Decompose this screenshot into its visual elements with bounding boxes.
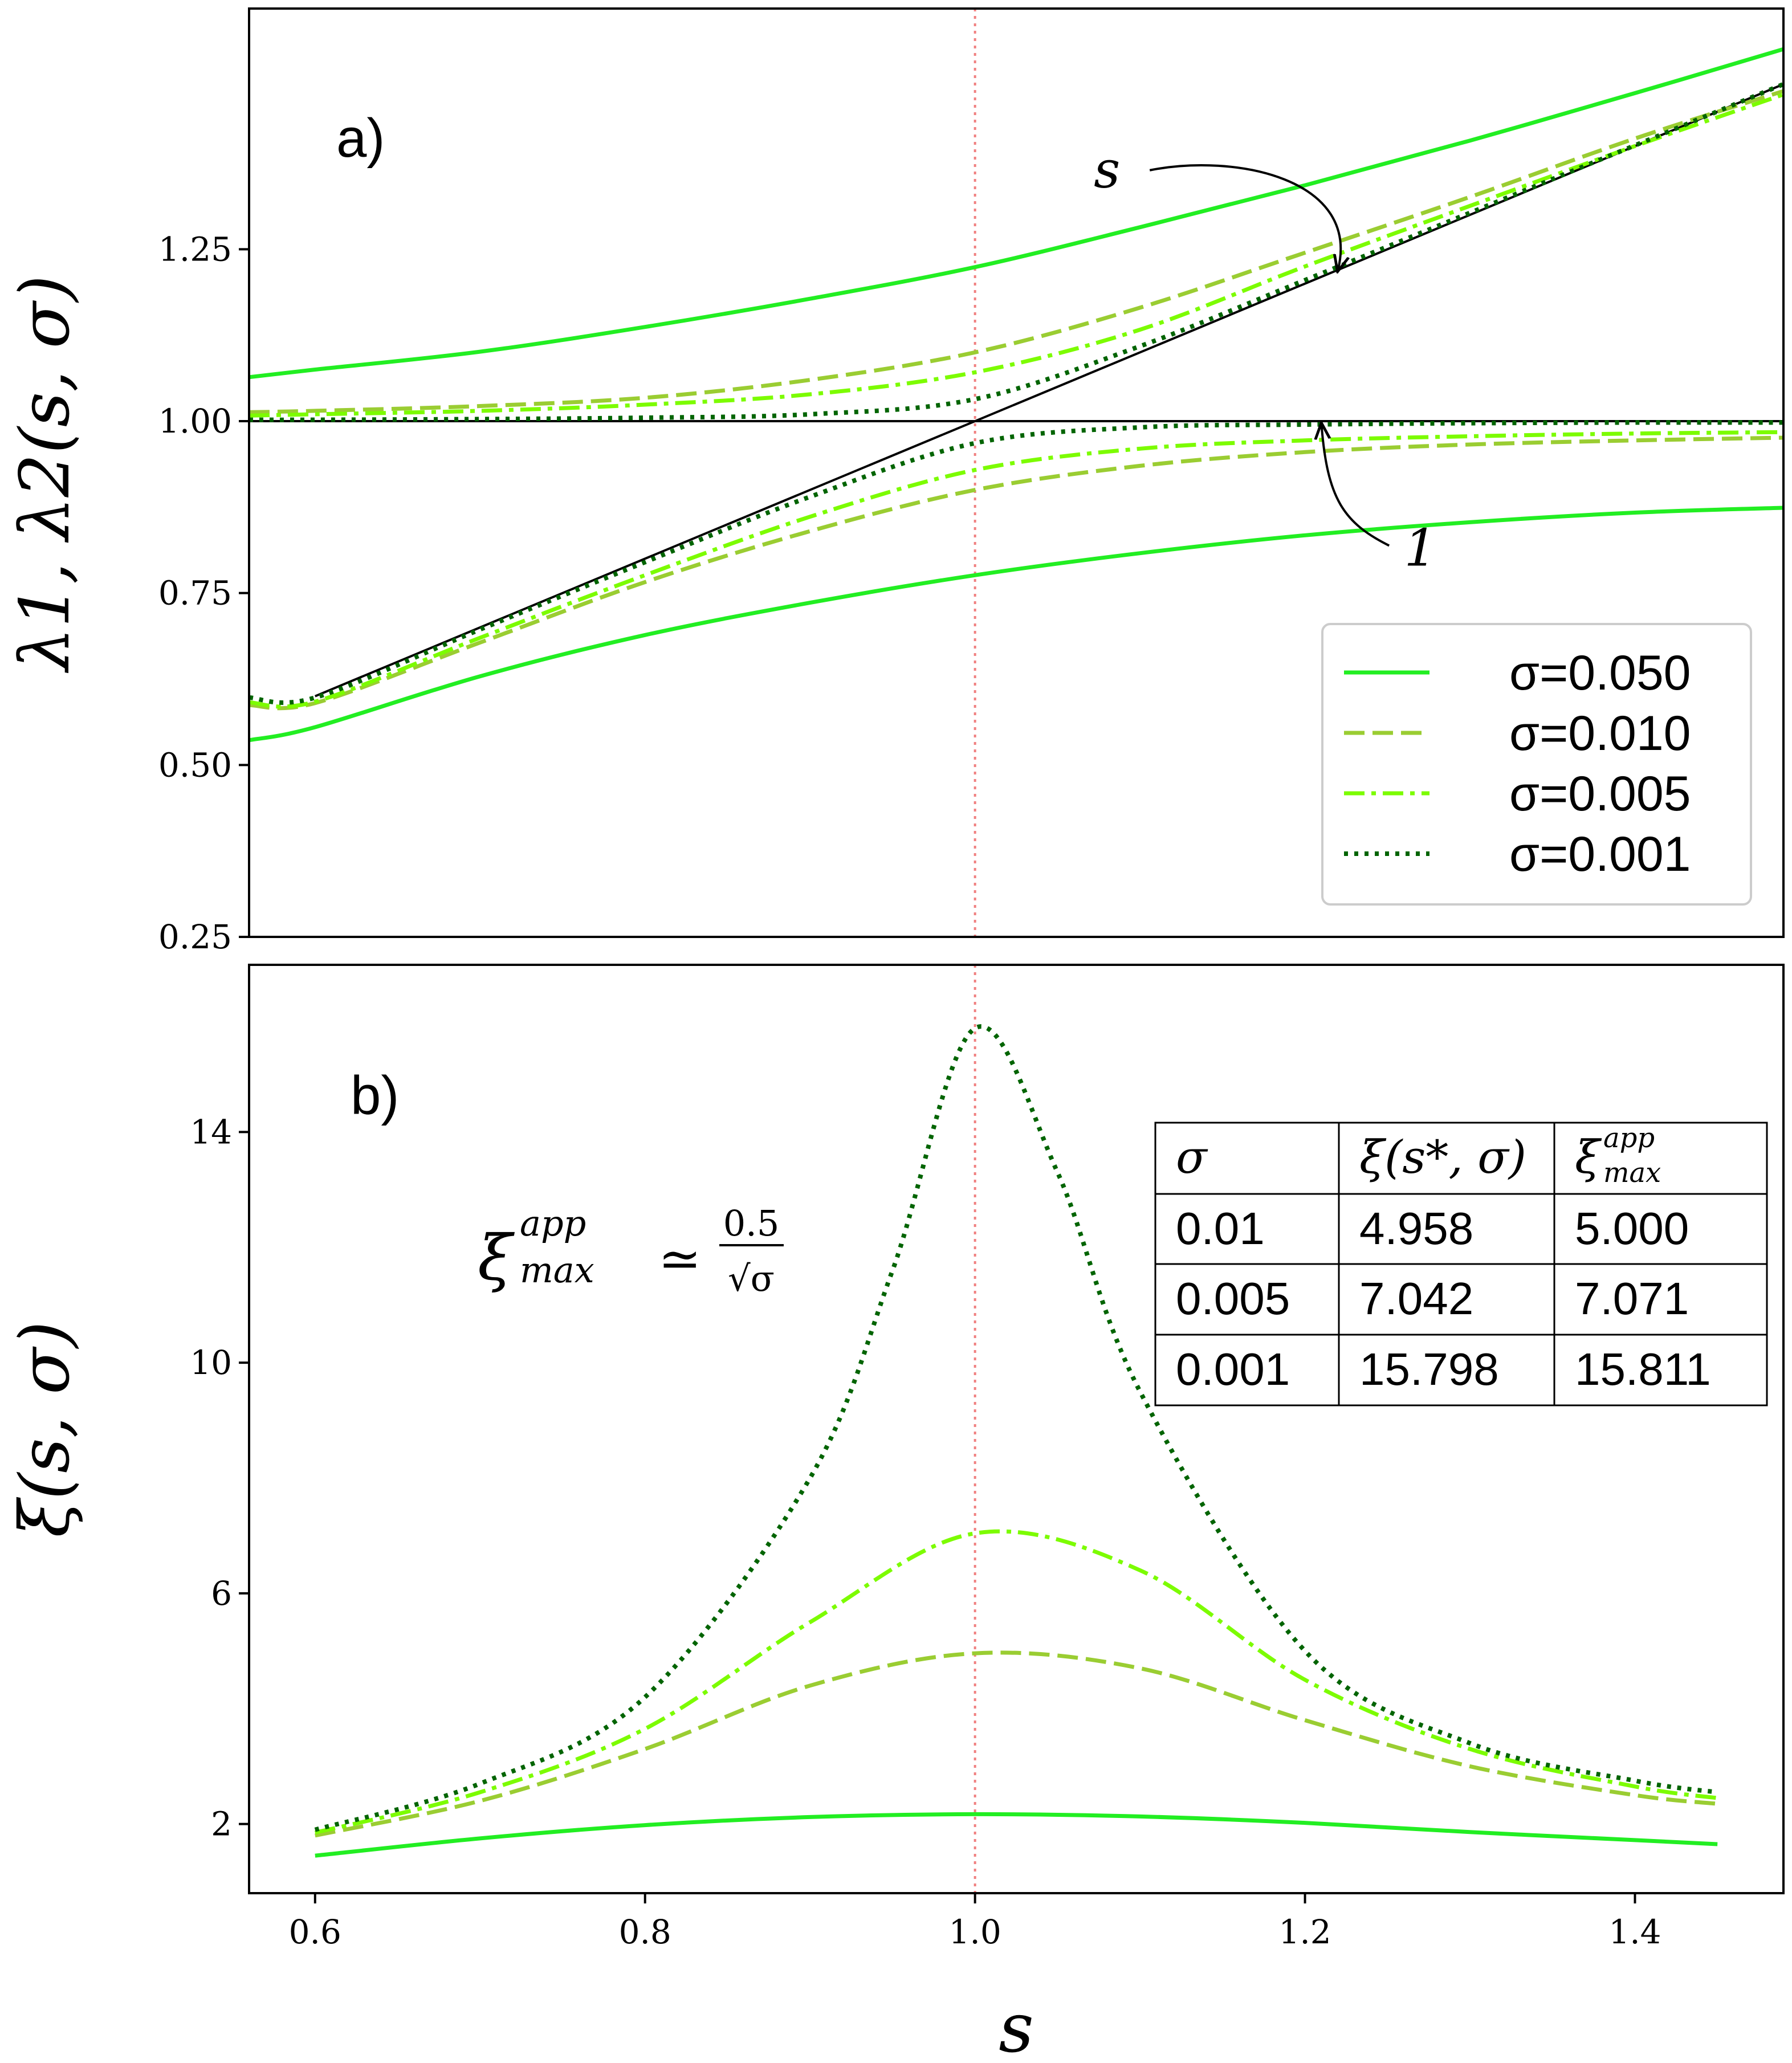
panel-a-ytick-label: 0.50: [158, 745, 232, 784]
panel-a-yticks: 0.25 0.50 0.75 1.00 1.25: [158, 230, 249, 956]
annotation-arrow: [1322, 425, 1390, 547]
a-series-sigma-0050-upper: [249, 47, 1784, 380]
table-cell: 0.001: [1176, 1344, 1290, 1395]
table-cell: 7.071: [1575, 1273, 1689, 1324]
panel-a-label: a): [336, 108, 385, 169]
panel-b-label: b): [351, 1065, 399, 1126]
table-header-cell: σ: [1176, 1131, 1208, 1184]
table-header-cell: ξ(s*, σ): [1359, 1131, 1526, 1184]
b-series-sigma-0010: [315, 1650, 1718, 1838]
table-cell: 15.798: [1359, 1344, 1499, 1395]
formula-superscript: app: [520, 1202, 586, 1244]
a-series-sigma-0005-lower: [249, 430, 1784, 709]
panel-a-ytick-label: 0.75: [158, 574, 232, 613]
a-series-sigma-0001-upper: [249, 82, 1785, 422]
legend: σ=0.050 σ=0.010 σ=0.005 σ=0.001: [1321, 623, 1752, 906]
table-cell: 0.005: [1176, 1273, 1290, 1324]
formula-relation: ≃: [658, 1229, 701, 1289]
legend-entry-label: σ=0.001: [1509, 827, 1691, 882]
panel-b-ylabel: ξ(s, σ): [6, 1321, 85, 1538]
formula-numerator: 0.5: [723, 1202, 780, 1244]
table-cell: 7.042: [1359, 1273, 1473, 1324]
a-series-sigma-0010-lower: [249, 435, 1784, 711]
a-series-sigma-0050-lower: [249, 505, 1784, 743]
panel-a-ytick-label: 0.25: [158, 918, 232, 956]
panel-b-ytick-label: 2: [211, 1805, 232, 1844]
annotation-arrow: [1149, 164, 1341, 270]
table-cell: 15.811: [1575, 1344, 1711, 1395]
formula-denominator: √σ: [728, 1258, 775, 1299]
x-tick-label: 1.0: [949, 1913, 1001, 1951]
panel-b-lines: [314, 965, 1718, 1893]
table-cell: 4.958: [1359, 1203, 1473, 1254]
formula-xi: ξ: [478, 1221, 515, 1294]
table-cell: 0.01: [1176, 1203, 1265, 1254]
formula-annotation: ξ app max ≃ 0.5 √σ: [478, 1202, 784, 1299]
table-header-subscript: max: [1603, 1157, 1661, 1189]
x-tick-label: 1.4: [1608, 1913, 1661, 1951]
reference-line-diagonal: [315, 83, 1784, 698]
panel-a-lines: [249, 9, 1785, 937]
legend-entry-label: σ=0.010: [1509, 706, 1691, 761]
legend-frame: [1321, 623, 1752, 906]
panel-b-ytick-label: 10: [190, 1343, 232, 1382]
panel-a-chart: 0.250.500.751.001.25 a) λ1, λ2(s, σ) s1 …: [6, 7, 1785, 956]
panel-b-ytick-label: 14: [190, 1112, 232, 1151]
legend-entry-label: σ=0.050: [1509, 646, 1691, 700]
legend-entry-label: σ=0.005: [1509, 767, 1691, 821]
table-header-superscript: app: [1603, 1122, 1655, 1154]
x-tick-label: 0.6: [289, 1913, 341, 1951]
table-cell: 5.000: [1575, 1203, 1689, 1254]
a-series-sigma-0010-upper: [249, 89, 1785, 414]
panel-b-xticks: 0.6 0.8 1.0 1.2 1.4: [289, 1893, 1661, 1951]
panel-a-ytick-label: 1.00: [158, 402, 232, 441]
x-axis-label: s: [999, 1989, 1034, 2063]
b-series-sigma-0050: [315, 1812, 1718, 1858]
annotation-s: s: [1094, 140, 1120, 200]
formula-subscript: max: [520, 1249, 594, 1291]
annotation-1: 1: [1404, 518, 1437, 578]
panel-a-ylabel: λ1, λ2(s, σ): [6, 275, 85, 674]
table-header-cell: ξ: [1575, 1131, 1602, 1184]
a-series-sigma-0001-lower: [249, 420, 1784, 705]
panel-a-annotations: s1: [1094, 140, 1437, 578]
b-series-sigma-0005: [314, 1529, 1718, 1835]
panel-a-frame: [248, 7, 1785, 938]
a-series-sigma-0005-upper: [249, 92, 1785, 418]
x-tick-label: 0.8: [619, 1913, 671, 1951]
panel-b-yticks: 2 6 10 14: [190, 1112, 249, 1844]
x-tick-label: 1.2: [1278, 1913, 1331, 1951]
panel-b-frame: [248, 964, 1785, 1894]
panel-b-ytick-label: 6: [211, 1574, 232, 1613]
panel-a-ytick-label: 1.25: [158, 230, 232, 268]
